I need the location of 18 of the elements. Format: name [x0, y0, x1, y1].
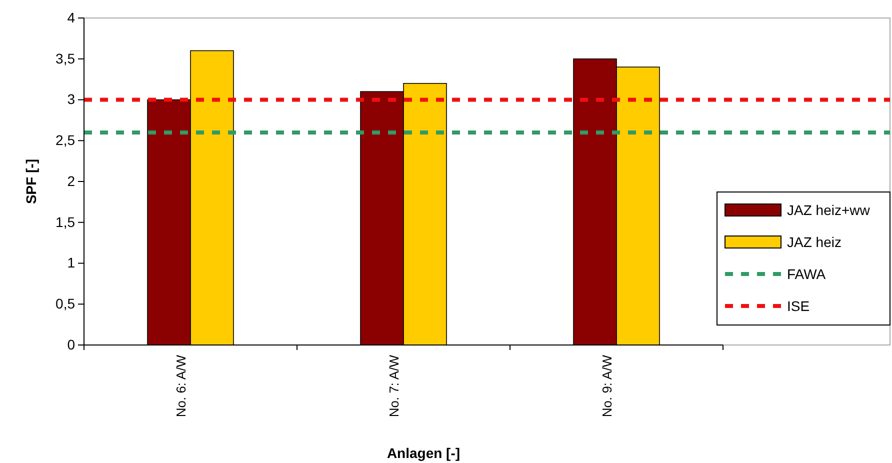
y-tick-label: 3 [67, 91, 76, 108]
y-tick-label: 1 [67, 254, 76, 271]
y-tick-label: 2,5 [56, 132, 76, 148]
x-axis-title: Anlagen [-] [386, 445, 460, 461]
y-axis-title: SPF [-] [23, 158, 39, 204]
legend-label: ISE [787, 298, 810, 314]
y-tick-label: 4 [67, 9, 76, 26]
y-tick-label: 0 [67, 336, 76, 352]
y-tick-label: 0,5 [56, 296, 76, 312]
x-tick-label: No. 9: A/W [599, 354, 614, 418]
legend-label: FAWA [787, 266, 826, 282]
x-tick-label: No. 7: A/W [386, 354, 402, 418]
legend-label: JAZ heiz+ww [787, 202, 871, 218]
y-tick-label: 1,5 [56, 214, 76, 230]
legend-label: JAZ heiz [787, 234, 842, 250]
y-tick-label: 3,5 [56, 50, 76, 66]
x-tick-label: No. 6: A/W [173, 354, 188, 418]
y-tick-label: 2 [67, 172, 76, 189]
